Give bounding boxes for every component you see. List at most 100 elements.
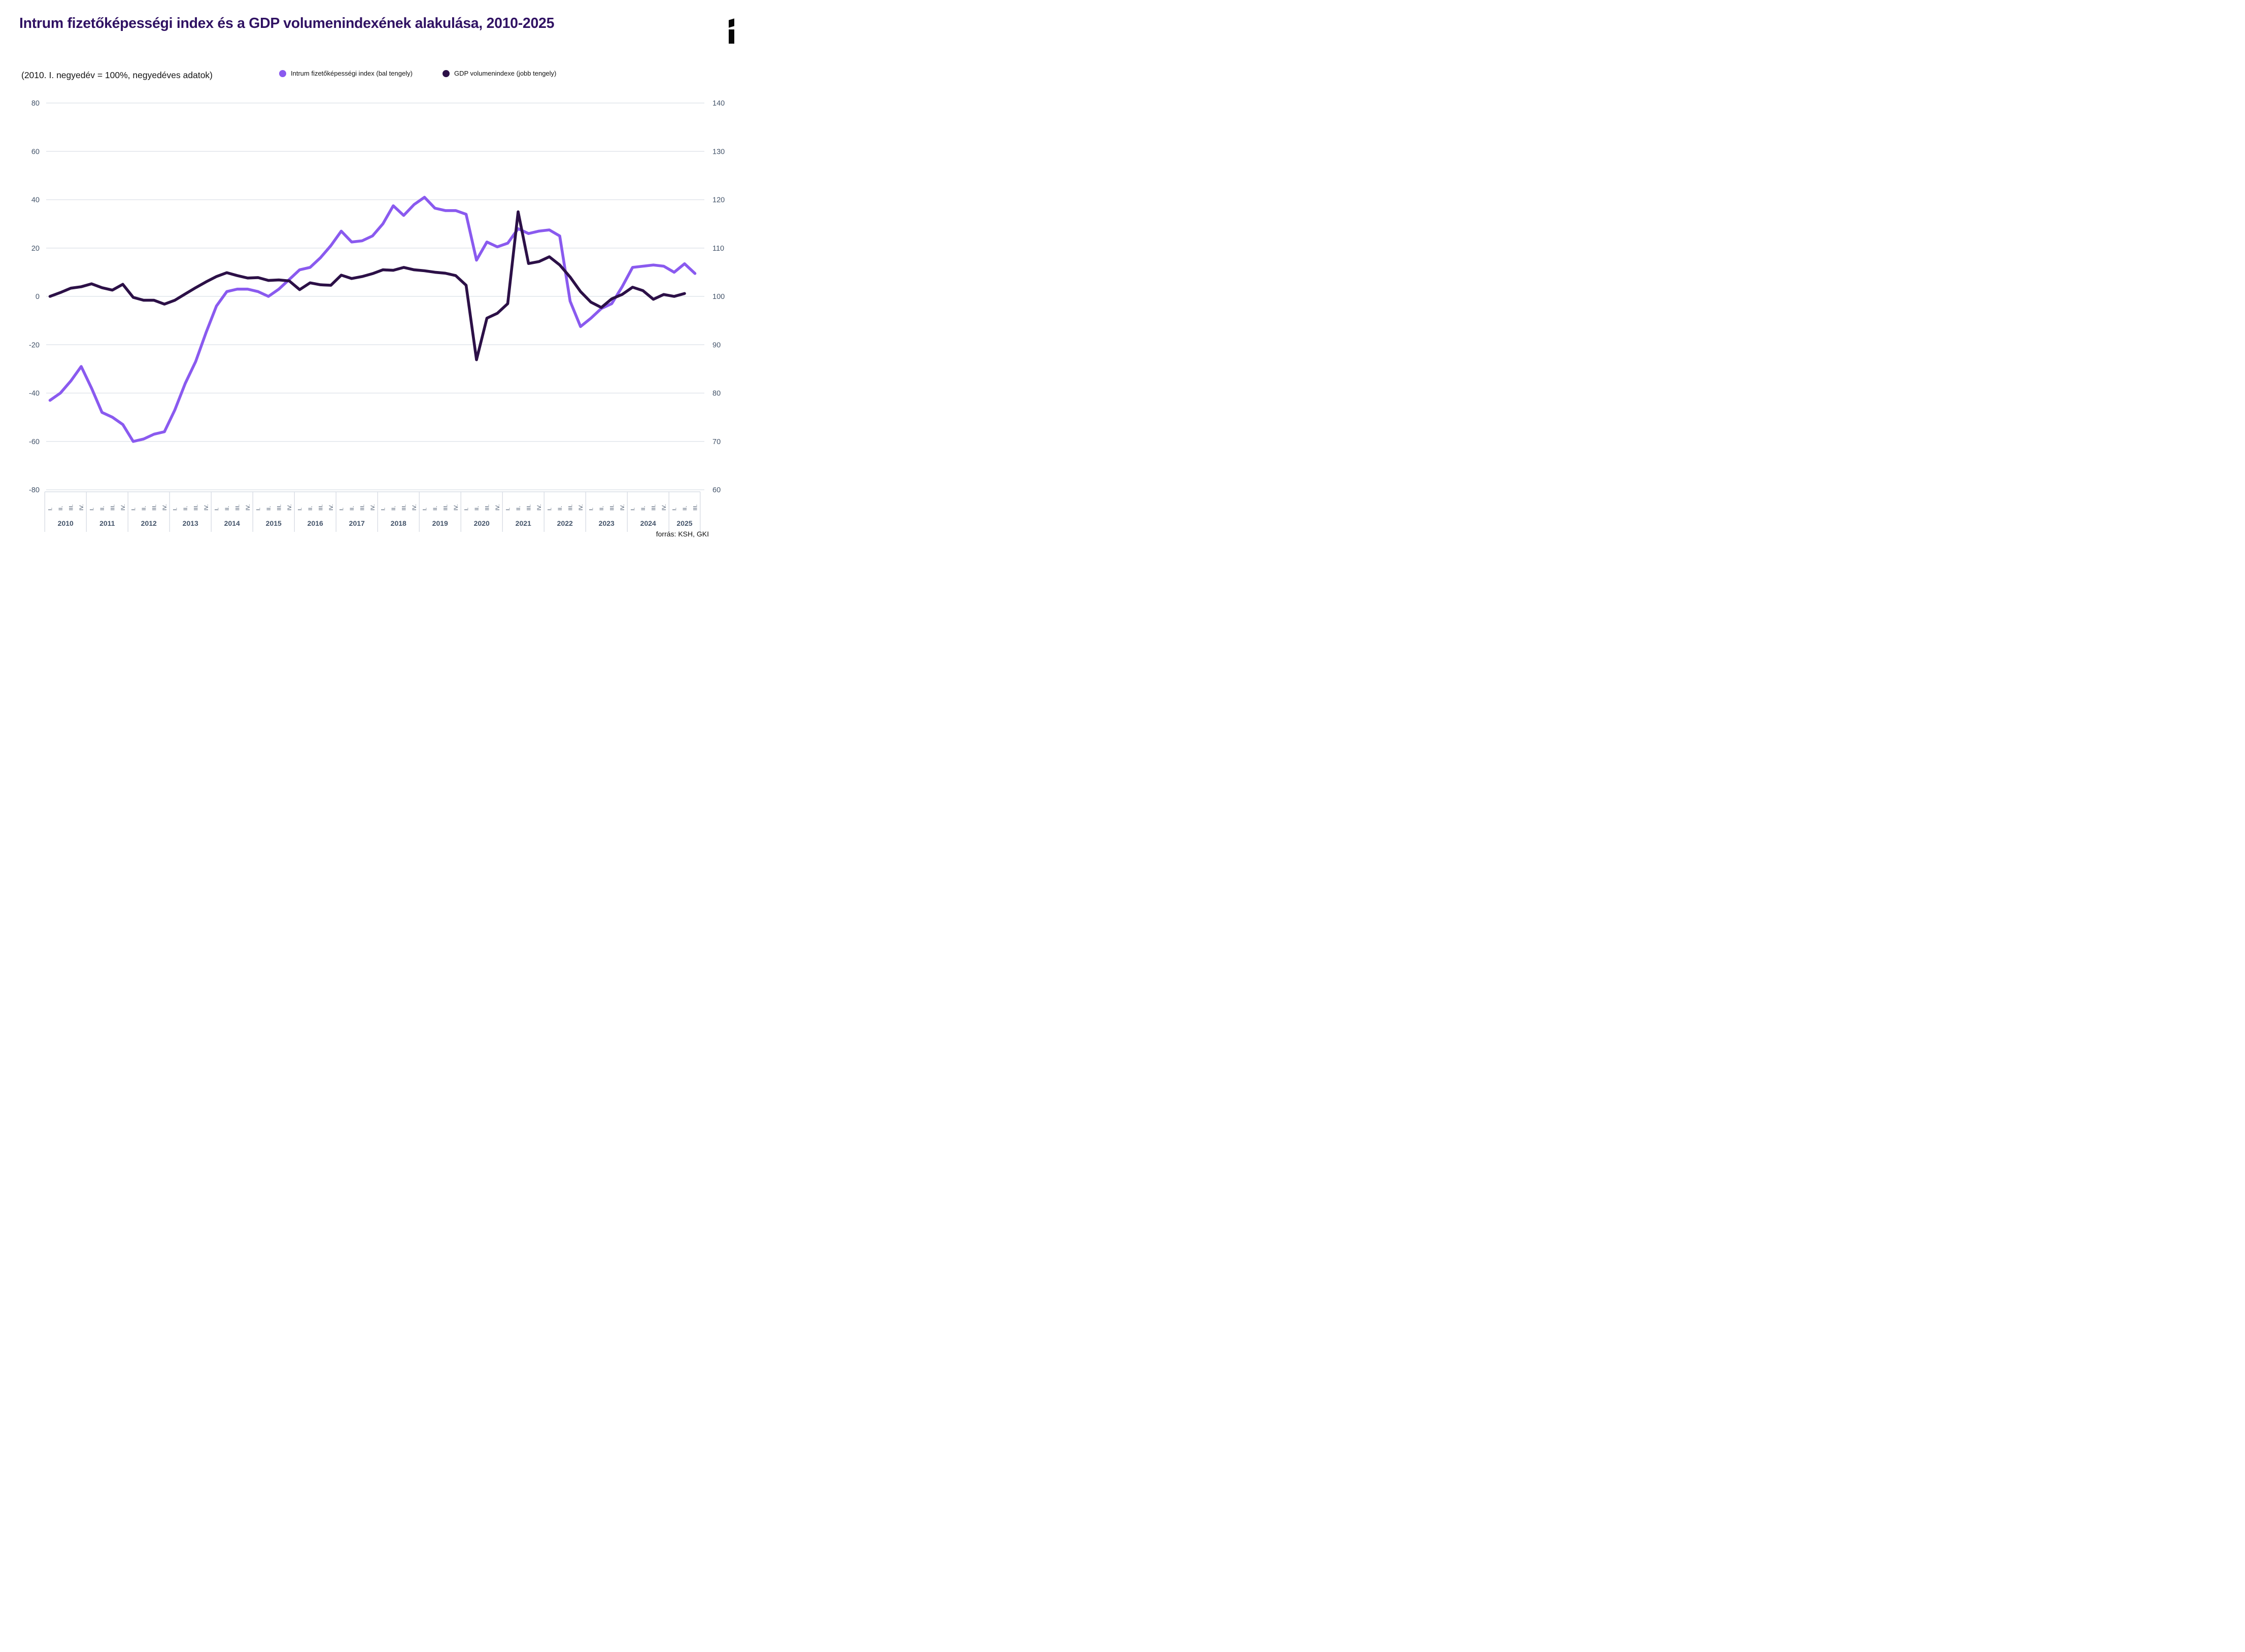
svg-text:80: 80 xyxy=(31,99,40,108)
intrum-logo-icon xyxy=(729,18,734,44)
x-tick-quarter: II. xyxy=(308,506,314,511)
gridlines xyxy=(46,103,704,490)
x-tick-year: 2011 xyxy=(99,519,115,527)
x-tick-quarter: II. xyxy=(516,506,522,511)
x-tick-year: 2018 xyxy=(391,519,406,527)
x-tick-quarter: II. xyxy=(224,506,230,511)
x-tick-quarter: I. xyxy=(422,508,428,511)
svg-text:20: 20 xyxy=(31,245,40,253)
x-tick-quarter: II. xyxy=(391,506,397,511)
x-tick-quarter: II. xyxy=(99,506,106,511)
svg-text:130: 130 xyxy=(712,148,725,156)
x-tick-quarter: III. xyxy=(193,504,199,511)
chart-subtitle: (2010. I. negyedév = 100%, negyedéves ad… xyxy=(21,70,213,80)
series-line-gdp xyxy=(48,210,686,361)
series-line-intrum xyxy=(48,195,697,443)
x-tick-year: 2017 xyxy=(349,519,365,527)
page-title: Intrum fizetőképességi index és a GDP vo… xyxy=(19,15,555,31)
svg-text:0: 0 xyxy=(36,293,40,301)
logo-stem-shape xyxy=(729,29,734,44)
x-tick-year: 2014 xyxy=(224,519,240,527)
x-tick-quarter: III. xyxy=(526,504,532,511)
x-tick-quarter: II. xyxy=(266,506,272,511)
x-tick-quarter: II. xyxy=(682,506,688,511)
x-tick-quarter: III. xyxy=(110,504,116,511)
legend-dot-intrum-icon xyxy=(279,70,286,77)
x-tick-quarter: II. xyxy=(474,506,480,511)
x-tick-quarter: IV. xyxy=(453,504,459,511)
x-tick-year: 2022 xyxy=(557,519,573,527)
x-tick-year: 2020 xyxy=(474,519,490,527)
svg-text:90: 90 xyxy=(712,341,721,349)
svg-text:70: 70 xyxy=(712,438,721,446)
svg-text:-80: -80 xyxy=(29,486,40,494)
x-tick-quarter: IV. xyxy=(287,504,293,511)
x-tick-quarter: II. xyxy=(183,506,189,511)
x-tick-quarter: IV. xyxy=(79,504,85,511)
x-tick-quarter: IV. xyxy=(620,504,626,511)
legend-item-gdp: GDP volumenindexe (jobb tengely) xyxy=(443,70,556,77)
x-tick-quarter: I. xyxy=(339,508,345,511)
svg-text:-20: -20 xyxy=(29,341,40,349)
svg-text:110: 110 xyxy=(712,245,724,253)
x-tick-quarter: IV. xyxy=(120,504,126,511)
x-tick-quarter: IV. xyxy=(162,504,168,511)
x-tick-quarter: III. xyxy=(360,504,366,511)
x-tick-quarter: I. xyxy=(630,508,636,511)
svg-text:60: 60 xyxy=(712,486,721,494)
x-tick-quarter: I. xyxy=(547,508,553,511)
y-axis-right-labels: 140 130 120 110 100 90 80 70 60 xyxy=(712,99,725,494)
svg-text:120: 120 xyxy=(712,196,725,205)
svg-text:140: 140 xyxy=(712,99,725,108)
x-tick-quarter: III. xyxy=(401,504,407,511)
x-tick-quarter: II. xyxy=(349,506,355,511)
x-tick-quarter: IV. xyxy=(412,504,418,511)
x-tick-year: 2012 xyxy=(141,519,157,527)
x-tick-quarter: III. xyxy=(318,504,324,511)
x-tick-quarter: III. xyxy=(69,504,75,511)
x-tick-quarter: III. xyxy=(152,504,158,511)
x-tick-year: 2016 xyxy=(308,519,323,527)
svg-text:-60: -60 xyxy=(29,438,40,446)
x-tick-quarter: II. xyxy=(640,506,647,511)
x-tick-quarter: I. xyxy=(48,508,54,511)
x-tick-quarter: I. xyxy=(256,508,262,511)
svg-text:40: 40 xyxy=(31,196,40,205)
x-tick-quarter: III. xyxy=(568,504,574,511)
chart-svg: 80 60 40 20 0 -20 -40 -60 -80 140 130 120 110 100 90 80… xyxy=(29,99,725,532)
x-tick-quarter: III. xyxy=(277,504,283,511)
x-tick-quarter: II. xyxy=(141,506,147,511)
x-tick-year: 2025 xyxy=(676,519,692,527)
x-tick-quarter: I. xyxy=(89,508,95,511)
x-tick-quarter: I. xyxy=(672,508,678,511)
x-tick-quarter: I. xyxy=(381,508,387,511)
x-tick-quarter: II. xyxy=(599,506,605,511)
x-tick-quarter: IV. xyxy=(370,504,376,511)
x-tick-year: 2010 xyxy=(58,519,74,527)
x-tick-quarter: III. xyxy=(235,504,241,511)
x-tick-quarter: I. xyxy=(589,508,595,511)
x-tick-quarter: I. xyxy=(131,508,137,511)
x-tick-quarter: I. xyxy=(297,508,303,511)
svg-text:80: 80 xyxy=(712,390,721,398)
x-tick-quarter: IV. xyxy=(495,504,501,511)
x-tick-year: 2023 xyxy=(599,519,615,527)
x-tick-quarter: I. xyxy=(173,508,179,511)
x-tick-quarter: IV. xyxy=(578,504,584,511)
x-tick-quarter: III. xyxy=(609,504,616,511)
x-tick-quarter: I. xyxy=(505,508,512,511)
x-tick-year: 2019 xyxy=(432,519,448,527)
svg-text:-40: -40 xyxy=(29,390,40,398)
x-tick-quarter: IV. xyxy=(203,504,210,511)
x-tick-quarter: III. xyxy=(693,504,699,511)
y-axis-left-labels: 80 60 40 20 0 -20 -40 -60 -80 xyxy=(29,99,40,494)
x-tick-year: 2021 xyxy=(516,519,531,527)
x-tick-quarter: III. xyxy=(443,504,449,511)
source-note: forrás: KSH, GKI xyxy=(656,530,709,538)
infographic-root: 80 60 40 20 0 -20 -40 -60 -80 140 130 120 110 100 90 80… xyxy=(0,0,749,551)
logo-dot-shape xyxy=(729,18,734,28)
x-tick-quarter: IV. xyxy=(661,504,667,511)
svg-text:100: 100 xyxy=(712,293,725,301)
x-tick-quarter: II. xyxy=(557,506,563,511)
x-tick-year: 2013 xyxy=(183,519,198,527)
